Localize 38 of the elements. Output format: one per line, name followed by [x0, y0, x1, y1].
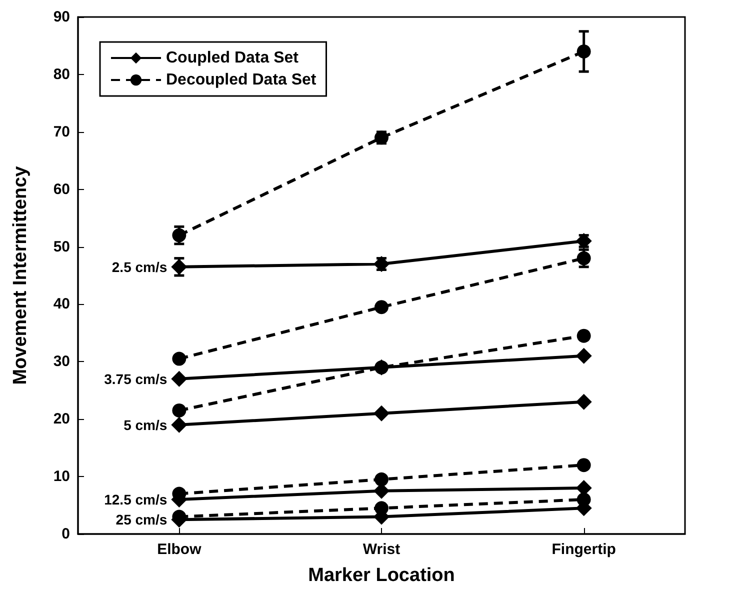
annotation: 2.5 cm/s	[112, 258, 168, 275]
point	[576, 251, 591, 266]
point	[172, 228, 186, 242]
annotation: 3.75 cm/s	[104, 370, 168, 387]
y-tick-label: 20	[53, 410, 70, 428]
point	[576, 458, 591, 472]
annotation: 5 cm/s	[124, 416, 168, 433]
annotation: 12.5 cm/s	[104, 492, 168, 508]
point	[172, 404, 186, 418]
point	[374, 300, 388, 314]
y-tick-label: 40	[53, 296, 70, 313]
y-tick-label: 80	[53, 66, 70, 83]
legend-label: Decoupled Data Set	[166, 72, 317, 88]
y-tick-label: 50	[53, 238, 70, 256]
y-tick-label: 10	[53, 468, 70, 486]
point	[576, 394, 592, 410]
y-tick-label: 90	[53, 8, 70, 26]
point	[576, 44, 591, 58]
annotation: 25 cm/s	[116, 512, 168, 528]
point	[374, 501, 388, 516]
x-tick-label: Elbow	[157, 541, 202, 558]
point	[374, 472, 388, 486]
point	[172, 352, 186, 366]
x-tick-label: Fingertip	[552, 541, 616, 558]
point	[374, 405, 390, 422]
y-tick-label: 0	[62, 526, 70, 542]
point	[576, 348, 592, 364]
point	[576, 328, 591, 343]
x-axis-title: Marker Location	[308, 565, 455, 586]
y-tick-label: 30	[53, 353, 70, 370]
x-tick-label: Wrist	[362, 541, 400, 558]
point	[171, 370, 188, 387]
point	[576, 492, 591, 507]
point	[171, 416, 188, 433]
y-tick-label: 70	[53, 123, 70, 140]
y-axis-title: Movement Intermittency	[10, 166, 31, 385]
legend-label: Coupled Data Set	[166, 50, 300, 66]
y-tick-label: 60	[53, 180, 70, 198]
